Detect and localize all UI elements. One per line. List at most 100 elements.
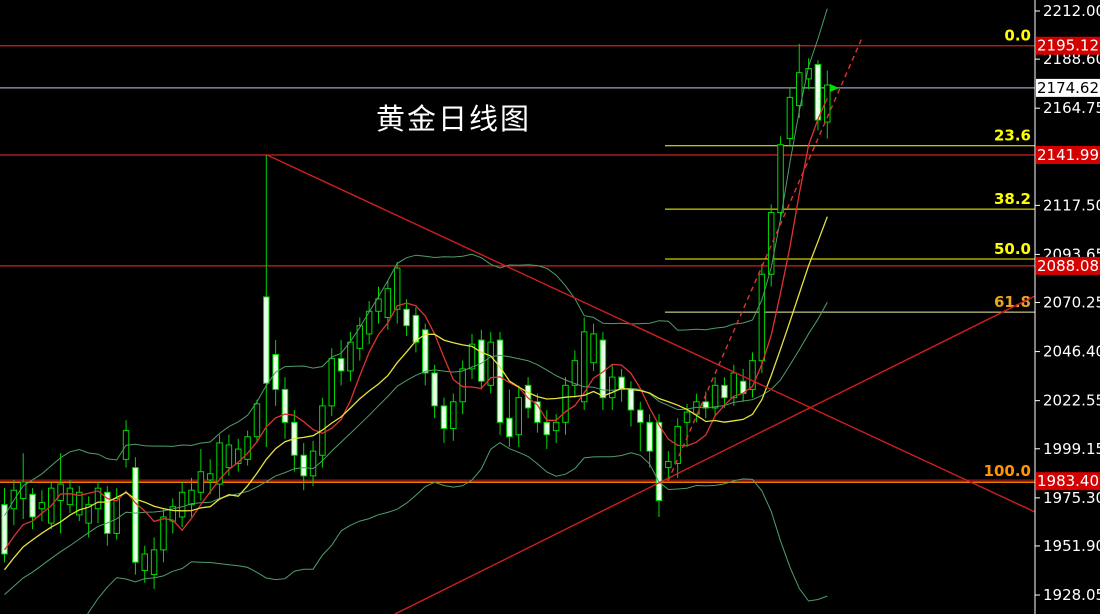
candle-body <box>627 388 635 411</box>
candle-body <box>29 493 36 518</box>
candle-body <box>132 467 139 563</box>
candle-body <box>375 298 382 312</box>
bollinger-middle-band <box>4 302 828 595</box>
candle-body <box>478 339 485 382</box>
axis-tick-label: 1928.05 <box>1043 586 1100 604</box>
fib-label: 0.0 <box>1004 27 1031 45</box>
trendline <box>394 295 1035 614</box>
axis-tick-label: 2212.00 <box>1043 2 1100 20</box>
candle-body <box>347 341 354 372</box>
candle-body <box>356 325 364 349</box>
candlesticks <box>1 43 831 589</box>
candle-body <box>431 372 438 407</box>
candle-body <box>216 442 223 485</box>
candle-body <box>515 397 522 436</box>
candle-body <box>683 411 691 423</box>
candle-body <box>235 448 242 464</box>
plot-area <box>1 8 1035 614</box>
candle-body <box>403 308 410 327</box>
candle-body <box>300 454 307 477</box>
candle-body <box>141 553 148 571</box>
candle-body <box>702 401 709 409</box>
fib-label: 23.6 <box>994 127 1031 145</box>
trendlines <box>266 37 1035 614</box>
price-badge <box>1036 145 1100 164</box>
candle-body <box>599 339 607 399</box>
candle-body <box>777 144 784 214</box>
candle-body <box>94 487 102 510</box>
price-badge-label: 1983.40 <box>1037 472 1099 490</box>
price-badge <box>1036 78 1100 97</box>
candle-body <box>169 506 177 522</box>
candle-body <box>571 360 579 386</box>
candle-body <box>758 273 766 362</box>
fibonacci-lines: 0.0 23.6 38.2 50.0 61.8 100.0 <box>665 27 1035 480</box>
candle-body <box>244 436 251 460</box>
candle-body <box>749 360 756 390</box>
candle-body <box>38 502 46 510</box>
trendline <box>266 154 1035 513</box>
axis-tick-label: 2046.40 <box>1043 343 1100 361</box>
candle-body <box>711 384 719 409</box>
candle-body <box>637 409 644 423</box>
candle-body <box>646 421 653 452</box>
price-badge <box>1036 36 1100 55</box>
axis-tick-label: 2022.55 <box>1043 392 1100 410</box>
candle-body <box>393 267 401 310</box>
candle-body <box>76 491 83 516</box>
candle-body <box>85 504 92 524</box>
candle-body <box>655 421 663 502</box>
candle-body <box>412 314 420 343</box>
candle-body <box>384 288 392 318</box>
candle-body <box>618 376 625 390</box>
candle-body <box>178 491 186 518</box>
ma-fast-line <box>3 97 828 551</box>
price-badge-label: 2088.08 <box>1037 257 1099 275</box>
candle-body <box>543 421 551 436</box>
fib-label: 61.8 <box>994 293 1031 311</box>
candle-body <box>225 444 233 469</box>
candle-body <box>562 384 569 423</box>
candle-body <box>721 384 728 399</box>
price-badge <box>1036 472 1100 491</box>
bollinger-upper-band <box>4 8 828 516</box>
candle-body <box>767 212 775 275</box>
price-badge <box>1036 256 1100 275</box>
chart-title: 黄金日线图 <box>376 104 532 136</box>
candle-body <box>66 487 74 506</box>
candle-body <box>104 491 111 534</box>
candle-body <box>1 504 8 555</box>
price-badge-label: 2195.12 <box>1037 37 1099 55</box>
candle-body <box>337 358 345 372</box>
fib-label: 38.2 <box>994 190 1031 208</box>
ma-slow-line <box>3 216 828 571</box>
candle-body <box>150 549 158 576</box>
candle-body <box>281 388 289 423</box>
candle-body <box>487 341 494 386</box>
candle-body <box>580 331 588 403</box>
current-price-arrow-icon <box>830 84 839 92</box>
price-badge-label: 2141.99 <box>1037 146 1099 164</box>
candle-body <box>786 96 794 140</box>
axis-tick-label: 2070.25 <box>1043 294 1100 312</box>
axis-tick-label: 1999.15 <box>1043 440 1100 458</box>
candle-body <box>188 489 195 506</box>
candle-body <box>796 72 803 107</box>
axis-tick-label: 2164.75 <box>1043 99 1100 117</box>
candle-body <box>440 405 448 430</box>
candle-body <box>197 471 205 493</box>
candle-body <box>730 372 738 399</box>
candle-body <box>422 329 429 374</box>
candle-body <box>524 384 532 409</box>
candle-body <box>590 333 597 364</box>
candle-body <box>534 401 541 423</box>
axis-tick-label: 2117.50 <box>1043 196 1100 214</box>
candle-body <box>113 497 120 534</box>
candle-body <box>160 516 167 551</box>
candle-body <box>206 473 214 481</box>
candle-body <box>309 450 317 477</box>
candle-body <box>665 460 672 469</box>
candle-body <box>253 403 261 438</box>
candle-body <box>814 63 822 121</box>
